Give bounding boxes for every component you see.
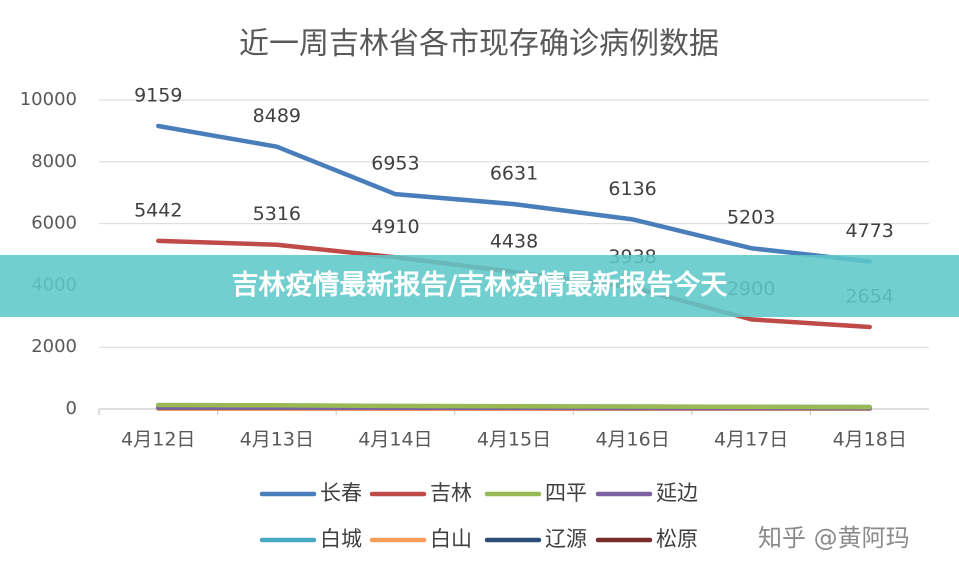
data-label: 5316 (253, 203, 301, 225)
data-label: 6136 (608, 178, 656, 200)
y-tick-label: 10000 (20, 89, 77, 110)
data-label: 5442 (134, 199, 182, 221)
data-label: 9159 (134, 84, 182, 106)
series-line (156, 123, 872, 264)
legend-label: 吉林 (430, 481, 472, 505)
x-tick-label: 4月15日 (477, 429, 551, 451)
legend-label: 辽源 (545, 527, 587, 551)
legend-label: 白城 (320, 527, 362, 551)
legend-label: 白山 (430, 527, 472, 551)
data-label: 6953 (371, 153, 419, 175)
x-tick-label: 4月17日 (714, 429, 788, 451)
data-label: 4910 (371, 216, 419, 238)
banner: 吉林疫情最新报告/吉林疫情最新报告今天 (0, 255, 959, 317)
x-tick-label: 4月16日 (595, 429, 669, 451)
y-tick-label: 8000 (31, 151, 77, 172)
data-label: 4773 (846, 220, 894, 242)
data-label: 4438 (490, 230, 538, 252)
data-label: 6631 (490, 163, 538, 185)
legend-label: 松原 (656, 527, 698, 551)
series-line (156, 402, 872, 410)
y-tick-label: 2000 (31, 336, 77, 357)
legend-label: 长春 (320, 481, 362, 505)
data-label: 8489 (253, 105, 301, 127)
watermark: 知乎 @黄阿玛 (758, 524, 910, 552)
legend-label: 四平 (545, 481, 587, 505)
x-tick-label: 4月13日 (240, 429, 314, 451)
x-tick-label: 4月14日 (358, 429, 432, 451)
y-tick-label: 0 (66, 398, 77, 419)
x-tick-label: 4月12日 (121, 429, 195, 451)
y-tick-label: 6000 (31, 213, 77, 234)
legend-label: 延边 (656, 481, 698, 505)
chart-title: 近一周吉林省各市现存确诊病例数据 (239, 27, 719, 62)
x-tick-label: 4月18日 (833, 429, 907, 451)
data-label: 5203 (727, 207, 775, 229)
